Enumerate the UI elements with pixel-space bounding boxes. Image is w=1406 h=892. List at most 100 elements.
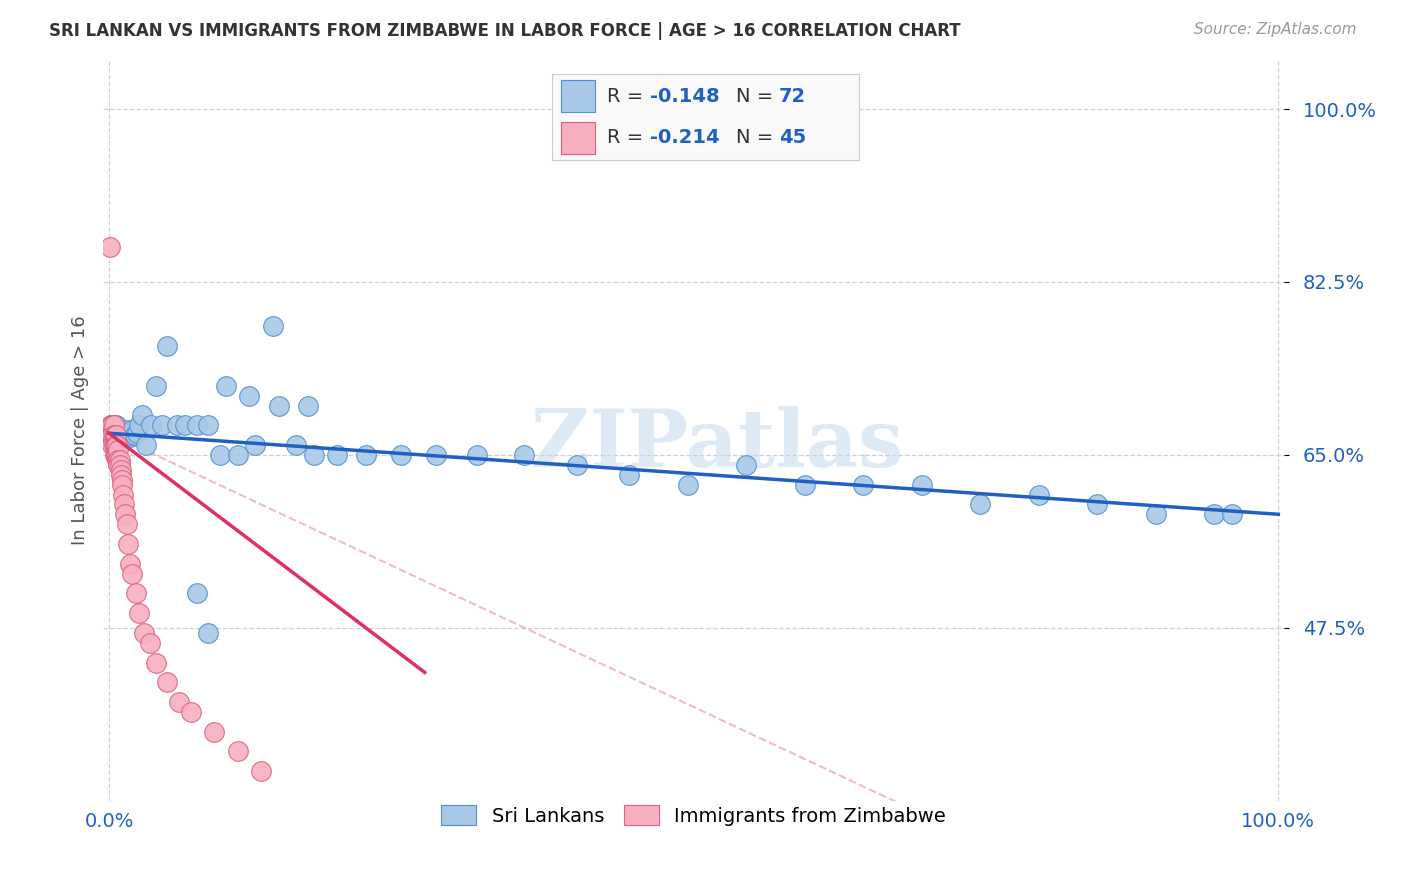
- Point: [107, 423, 129, 437]
- Point: [117, 537, 139, 551]
- Point: [174, 418, 197, 433]
- Point: [121, 423, 143, 437]
- Point: [354, 448, 377, 462]
- Point: [105, 423, 128, 437]
- Point: [302, 448, 325, 462]
- Point: [243, 438, 266, 452]
- Point: [128, 418, 150, 433]
- Point: [104, 428, 127, 442]
- Point: [238, 389, 260, 403]
- Point: [100, 418, 122, 433]
- Point: [565, 458, 588, 472]
- Point: [202, 724, 225, 739]
- Point: [115, 517, 138, 532]
- Point: [105, 448, 128, 462]
- Point: [1202, 508, 1225, 522]
- Point: [108, 423, 131, 437]
- Point: [108, 428, 131, 442]
- Text: SRI LANKAN VS IMMIGRANTS FROM ZIMBABWE IN LABOR FORCE | AGE > 16 CORRELATION CHA: SRI LANKAN VS IMMIGRANTS FROM ZIMBABWE I…: [49, 22, 960, 40]
- Point: [111, 426, 134, 441]
- Point: [107, 428, 129, 442]
- Point: [793, 477, 815, 491]
- Point: [107, 453, 129, 467]
- Point: [166, 418, 188, 433]
- Point: [125, 586, 148, 600]
- Point: [114, 430, 136, 444]
- Point: [156, 339, 179, 353]
- Point: [513, 448, 536, 462]
- Point: [103, 428, 125, 442]
- Point: [105, 438, 128, 452]
- Point: [110, 426, 132, 441]
- Point: [135, 438, 157, 452]
- Point: [110, 467, 132, 482]
- Point: [104, 448, 127, 462]
- Point: [110, 463, 132, 477]
- Point: [108, 453, 131, 467]
- Point: [167, 695, 190, 709]
- Point: [969, 497, 991, 511]
- Point: [105, 428, 128, 442]
- Point: [139, 418, 162, 433]
- Point: [104, 428, 127, 442]
- Point: [121, 566, 143, 581]
- Point: [186, 586, 208, 600]
- Point: [104, 438, 127, 452]
- Point: [100, 428, 122, 442]
- Point: [285, 438, 308, 452]
- Point: [124, 428, 146, 442]
- Point: [150, 418, 173, 433]
- Point: [465, 448, 488, 462]
- Point: [104, 418, 127, 433]
- Point: [326, 448, 349, 462]
- Point: [120, 428, 142, 442]
- Point: [107, 443, 129, 458]
- Point: [132, 626, 155, 640]
- Point: [103, 438, 125, 452]
- Point: [676, 477, 699, 491]
- Point: [215, 378, 238, 392]
- Point: [297, 399, 319, 413]
- Point: [125, 426, 148, 441]
- Point: [389, 448, 412, 462]
- Point: [104, 448, 127, 462]
- Point: [425, 448, 447, 462]
- Point: [118, 430, 141, 444]
- Point: [128, 606, 150, 620]
- Point: [131, 409, 153, 423]
- Point: [852, 477, 875, 491]
- Point: [911, 477, 934, 491]
- Point: [180, 705, 202, 719]
- Point: [115, 423, 138, 437]
- Point: [110, 430, 132, 444]
- Point: [1028, 487, 1050, 501]
- Point: [104, 428, 127, 442]
- Point: [262, 319, 284, 334]
- Point: [1144, 508, 1167, 522]
- Point: [1220, 508, 1243, 522]
- Point: [108, 458, 131, 472]
- Point: [735, 458, 758, 472]
- Point: [112, 497, 135, 511]
- Point: [267, 399, 290, 413]
- Point: [101, 438, 124, 452]
- Point: [111, 487, 134, 501]
- Point: [186, 418, 208, 433]
- Point: [107, 458, 129, 472]
- Point: [101, 428, 124, 442]
- Text: ZIPatlas: ZIPatlas: [531, 406, 904, 484]
- Point: [619, 467, 641, 482]
- Point: [103, 428, 125, 442]
- Point: [226, 448, 249, 462]
- Point: [104, 438, 127, 452]
- Point: [117, 428, 139, 442]
- Point: [104, 423, 127, 437]
- Point: [100, 418, 122, 433]
- Point: [197, 626, 219, 640]
- Point: [197, 418, 219, 433]
- Point: [114, 508, 136, 522]
- Point: [139, 636, 162, 650]
- Legend: Sri Lankans, Immigrants from Zimbabwe: Sri Lankans, Immigrants from Zimbabwe: [432, 796, 956, 836]
- Point: [209, 448, 232, 462]
- Point: [111, 430, 134, 444]
